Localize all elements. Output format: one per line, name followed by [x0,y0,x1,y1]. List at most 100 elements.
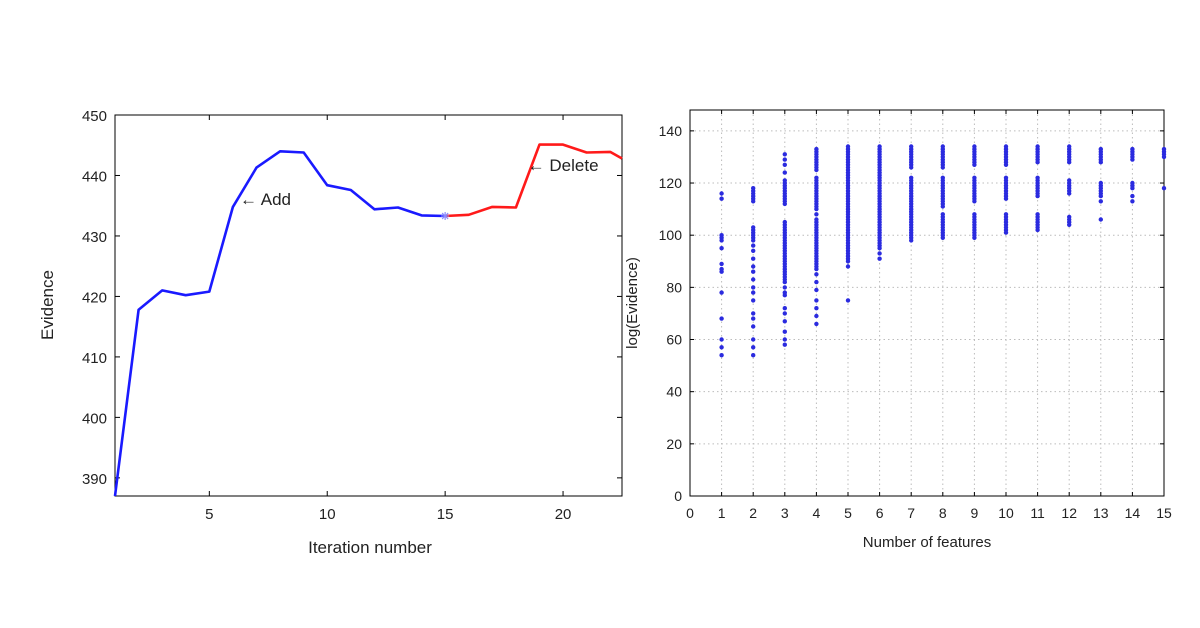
right-x-tick-label: 0 [686,505,694,521]
left-y-tick-label: 440 [82,168,107,185]
scatter-point [782,264,787,269]
scatter-point [940,162,945,167]
scatter-point [877,175,882,180]
scatter-point [877,246,882,251]
scatter-point [909,238,914,243]
scatter-point [940,233,945,238]
right-y-tick-label: 140 [659,123,683,139]
scatter-point [719,233,724,238]
scatter-point [845,144,851,149]
scatter-point [751,235,756,240]
scatter-point [1003,219,1009,225]
scatter-point [814,180,819,186]
scatter-point [845,199,851,204]
scatter-point [845,165,851,170]
scatter-point [1003,183,1009,188]
scatter-point [845,201,851,207]
scatter-point [782,290,787,295]
scatter-point [1035,175,1040,180]
left-y-tick-label: 450 [82,108,107,125]
scatter-point [972,191,977,196]
scatter-point [1003,146,1009,152]
scatter-point [814,204,819,209]
left-x-tick-label: 10 [319,506,336,523]
scatter-point [782,269,787,274]
scatter-point [940,217,945,222]
scatter-point [782,225,787,230]
scatter-point [1035,157,1040,162]
scatter-point [782,243,787,248]
scatter-point [1035,227,1040,233]
scatter-point [751,193,756,199]
scatter-point [782,183,787,188]
scatter-point [814,160,819,165]
scatter-point [1161,146,1167,152]
scatter-point [751,238,756,243]
scatter-point [814,238,819,243]
scatter-point [1035,160,1040,165]
right-y-tick-label: 40 [666,384,682,400]
scatter-point [814,235,819,240]
scatter-point [940,219,945,225]
scatter-point [972,183,977,188]
scatter-point [719,345,724,350]
scatter-point [1035,154,1040,160]
scatter-point [814,196,819,201]
scatter-point [1067,149,1072,154]
scatter-point [782,337,787,342]
scatter-point [814,248,819,253]
scatter-point [972,219,977,225]
scatter-point [751,186,756,191]
scatter-point [814,279,819,285]
scatter-point [845,173,851,178]
scatter-point [845,162,851,167]
scatter-point [782,248,787,253]
scatter-point [845,253,851,259]
scatter-point [877,167,882,173]
scatter-point [782,170,787,175]
left-y-tick-label: 400 [82,410,107,427]
scatter-point [782,306,787,311]
scatter-point [751,353,756,358]
right-grid-lines [689,110,1165,497]
scatter-point [877,219,882,225]
scatter-point [877,157,882,162]
scatter-point [1067,154,1072,160]
scatter-point [845,212,851,217]
scatter-point [877,186,882,191]
scatter-point [845,186,851,191]
scatter-point [782,180,787,186]
scatter-point [909,214,914,220]
scatter-point [1003,160,1009,165]
scatter-point [782,186,787,191]
scatter-point [845,219,851,225]
scatter-point [1130,146,1135,152]
scatter-point [814,230,819,235]
scatter-point [940,201,945,207]
scatter-point [1035,146,1040,152]
scatter-point [1003,157,1009,162]
scatter-point [814,225,819,230]
scatter-point [1003,186,1009,191]
right-x-tick-label: 9 [971,505,979,521]
scatter-point [814,146,819,152]
scatter-point [814,191,819,196]
scatter-point [909,162,914,167]
scatter-point [1003,191,1009,196]
scatter-point [1067,178,1072,183]
scatter-point [1067,146,1072,152]
scatter-point [845,152,851,157]
scatter-point [909,152,914,157]
scatter-point [877,206,882,212]
scatter-point [1035,191,1040,196]
scatter-point [972,154,977,160]
left-x-ticks: 5 10 15 20 [205,115,571,523]
scatter-point [877,178,882,183]
scatter-point [972,233,977,238]
scatter-point [719,266,724,272]
scatter-point [972,160,977,165]
scatter-point [1003,230,1009,235]
scatter-point [814,219,819,225]
scatter-point [1161,149,1167,154]
scatter-point [940,193,945,199]
